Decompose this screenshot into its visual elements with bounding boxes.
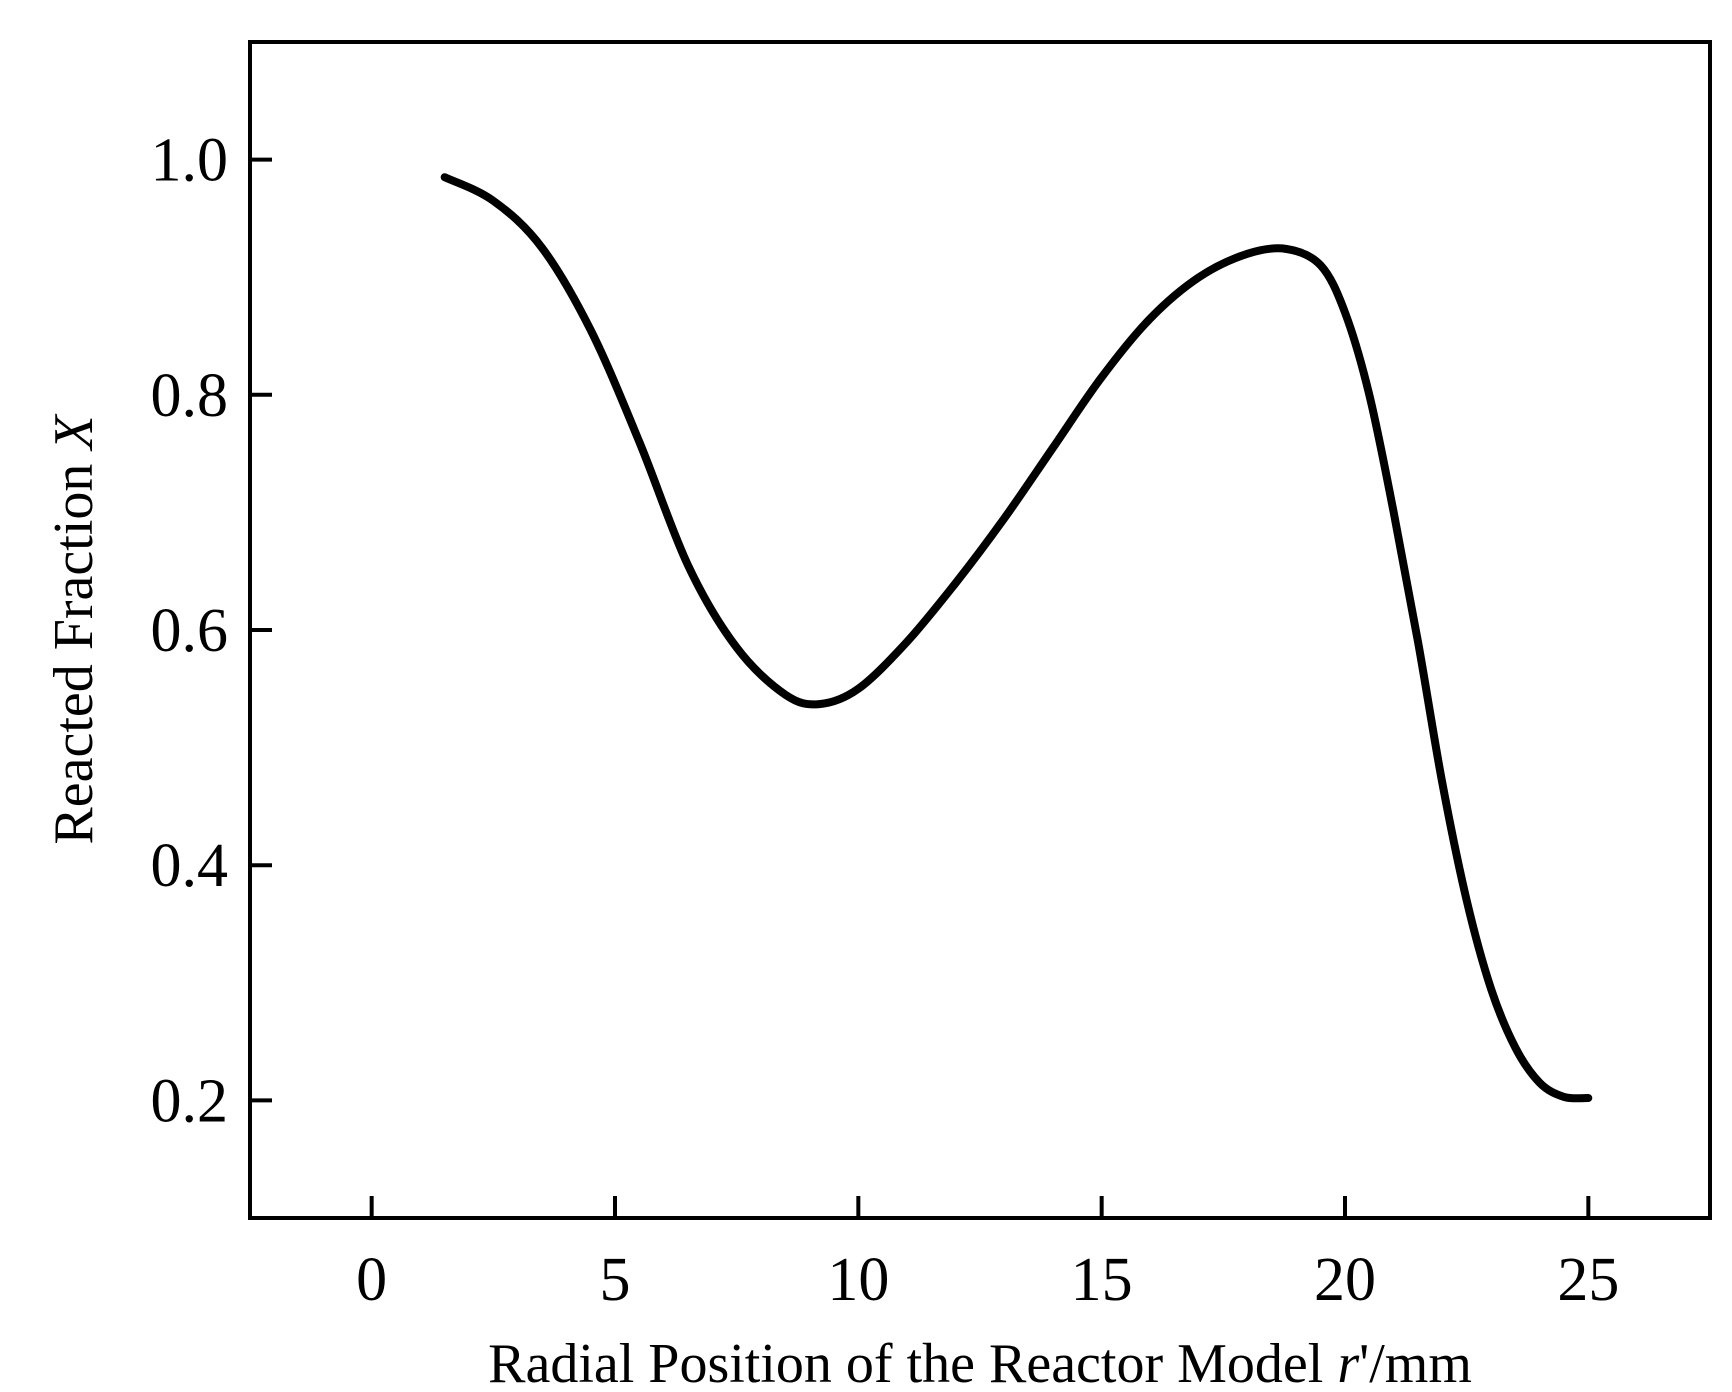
y-axis-title-var: X xyxy=(43,413,105,452)
y-tick-label: 0.6 xyxy=(151,597,229,665)
plot-frame xyxy=(248,40,1712,1220)
x-axis-title-suffix: '/mm xyxy=(1359,1333,1472,1392)
y-axis-ticks: 0.2 0.4 0.6 0.8 1.0 xyxy=(151,127,272,1135)
x-axis-ticks: 0 5 10 15 20 25 xyxy=(356,1196,1619,1314)
x-tick-label: 10 xyxy=(827,1246,889,1314)
x-tick-label: 25 xyxy=(1557,1246,1619,1314)
y-axis-title-text: Reacted Fraction xyxy=(43,450,105,845)
y-tick-label: 1.0 xyxy=(151,127,229,195)
y-tick-label: 0.4 xyxy=(151,832,229,900)
x-axis-title: Radial Position of the Reactor Model r'/… xyxy=(488,1333,1472,1392)
series-line xyxy=(440,173,1593,1103)
x-axis-title-var: r xyxy=(1337,1333,1359,1392)
x-tick-label: 5 xyxy=(600,1246,631,1314)
y-axis-title: Reacted Fraction X xyxy=(43,413,105,845)
x-axis-title-text: Radial Position of the Reactor Model xyxy=(488,1333,1337,1392)
x-tick-label: 0 xyxy=(356,1246,387,1314)
y-tick-label: 0.8 xyxy=(151,362,229,430)
x-tick-label: 20 xyxy=(1314,1246,1376,1314)
y-tick-label: 0.2 xyxy=(151,1067,229,1135)
x-tick-label: 15 xyxy=(1071,1246,1133,1314)
